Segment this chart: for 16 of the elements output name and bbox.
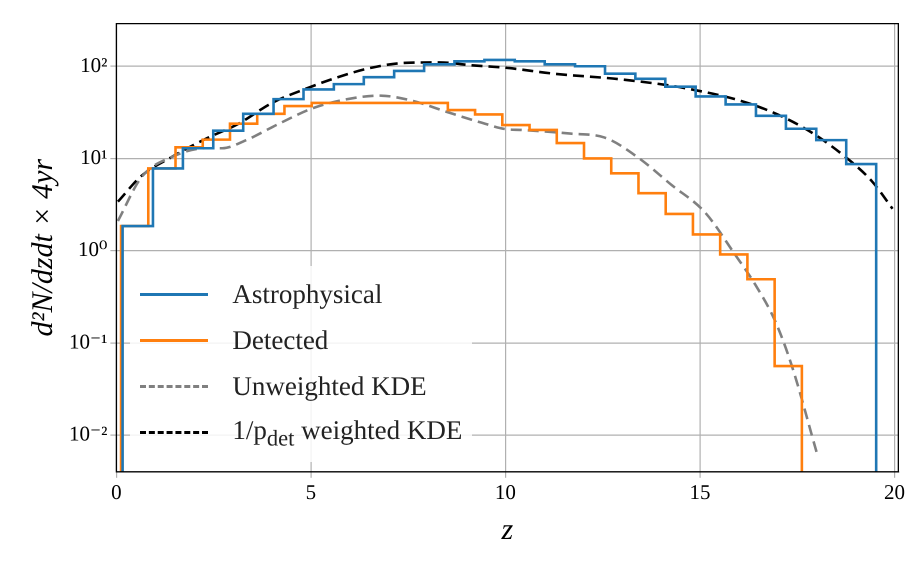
legend-label: Detected xyxy=(232,325,328,356)
x-tick-label: 15 xyxy=(689,480,710,504)
y-tick-label: 10⁰ xyxy=(78,237,108,262)
legend-label: Astrophysical xyxy=(232,279,382,310)
legend-label: Unweighted KDE xyxy=(232,371,427,402)
y-tick-label: 10⁻¹ xyxy=(68,329,108,354)
x-tick-label: 0 xyxy=(111,480,122,504)
x-tick-label: 20 xyxy=(884,480,905,504)
y-tick-label: 10⁻² xyxy=(68,422,108,446)
x-tick-label: 10 xyxy=(494,480,516,504)
legend-label: 1/p$_{det}$ weighted KDE xyxy=(232,414,462,451)
y-tick-label: 10² xyxy=(80,52,108,77)
y-axis-title: d²N/dzdt × 4yr xyxy=(26,158,59,336)
x-axis-title: z xyxy=(500,512,514,546)
x-tick-label: 5 xyxy=(306,480,316,504)
y-tick-label: 10¹ xyxy=(80,144,108,169)
